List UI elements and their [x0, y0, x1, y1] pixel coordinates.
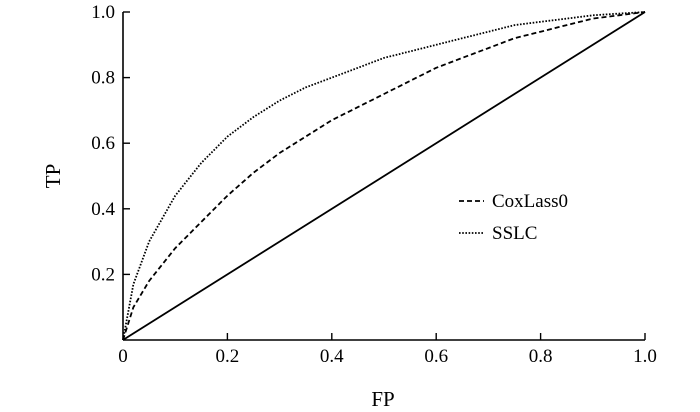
y-tick-label: 1.0 — [91, 2, 115, 23]
x-axis-title: FP — [371, 387, 394, 411]
y-tick-label: 0.6 — [91, 133, 115, 154]
y-tick-label: 0.2 — [91, 264, 115, 285]
legend-label: SSLC — [492, 223, 537, 244]
legend: CoxLass0 SSLC — [459, 191, 568, 244]
plot-lines — [122, 11, 646, 341]
x-tick-label: 0.2 — [216, 346, 240, 367]
y-tick-label: 0.8 — [91, 68, 115, 89]
x-tick-label: 0.4 — [320, 346, 344, 367]
x-tick-label: 0 — [118, 346, 128, 367]
reference-diagonal-line — [122, 11, 646, 341]
legend-label: CoxLass0 — [492, 191, 568, 212]
x-tick-label: 1.0 — [633, 346, 657, 367]
x-tick-label: 0.6 — [424, 346, 448, 367]
x-tick-label: 0.8 — [529, 346, 553, 367]
y-tick-label: 0.4 — [91, 199, 115, 220]
y-axis-title: TP — [41, 164, 65, 189]
ticks: 0 0.2 0.4 0.6 0.8 1.0 0.2 0.4 0.6 0.8 1.0 — [91, 2, 657, 367]
series-line-coxlass0 — [122, 11, 646, 341]
axes — [122, 12, 645, 341]
